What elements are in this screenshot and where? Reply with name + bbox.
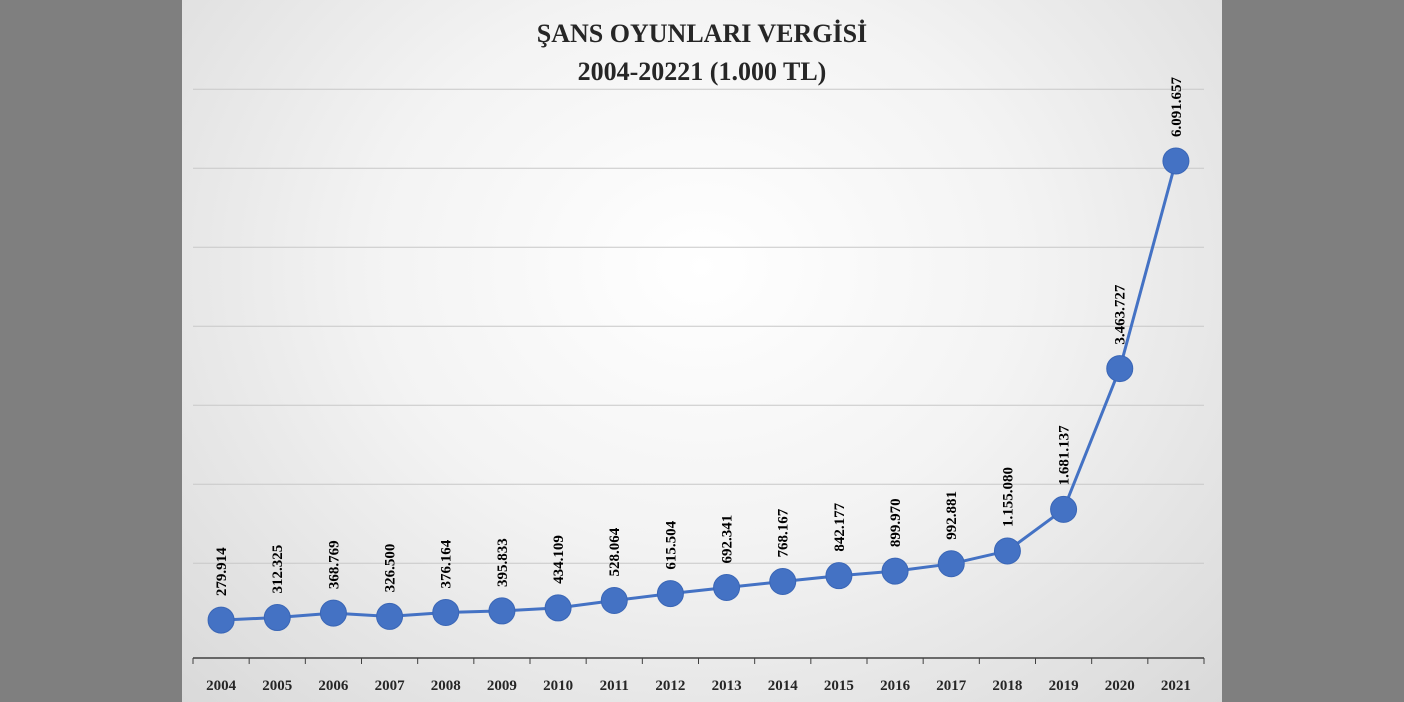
data-point [207, 606, 235, 634]
x-tick-label: 2014 [768, 678, 799, 694]
data-label: 376.164 [439, 539, 455, 588]
data-label: 615.504 [663, 520, 679, 569]
data-point [1106, 355, 1134, 383]
data-label: 395.833 [495, 538, 511, 587]
data-label: 434.109 [551, 535, 567, 584]
x-tick-label: 2007 [375, 678, 406, 694]
x-tick-label: 2010 [543, 678, 573, 694]
x-axis-ticks: 2004 2005 2006 2007 2008 2009 2010 2011 2012 2013… [192, 658, 1205, 694]
data-label: 1.681.137 [1057, 425, 1073, 486]
data-label: 842.177 [832, 502, 848, 551]
x-tick-label: 2006 [318, 678, 349, 694]
chart-panel: ŞANS OYUNLARI VERGİSİ 2004-20221 (1.000 … [182, 0, 1222, 702]
data-label: 899.970 [888, 498, 904, 547]
data-point [263, 604, 291, 632]
data-label: 6.091.657 [1169, 76, 1185, 137]
data-point [993, 537, 1021, 565]
data-point [488, 597, 516, 625]
x-tick-label: 2011 [600, 678, 629, 694]
x-tick-label: 2021 [1161, 678, 1191, 694]
data-label: 368.769 [326, 540, 342, 589]
data-point [432, 598, 460, 626]
data-point [376, 602, 404, 630]
data-label: 1.155.080 [1000, 467, 1016, 527]
data-label: 528.064 [607, 527, 623, 576]
x-tick-label: 2020 [1105, 678, 1135, 694]
x-tick-label: 2017 [936, 678, 967, 694]
data-label: 3.463.727 [1113, 284, 1129, 345]
data-point [713, 574, 741, 602]
data-point [881, 557, 909, 585]
data-point [1050, 495, 1078, 523]
data-labels: 279.914 312.325 368.769 326.500 376.164 395.8… [214, 76, 1185, 596]
x-tick-label: 2008 [431, 678, 461, 694]
x-tick-label: 2015 [824, 678, 854, 694]
x-tick-label: 2018 [992, 678, 1022, 694]
data-label: 279.914 [214, 547, 230, 596]
data-label: 992.881 [944, 491, 960, 540]
x-tick-label: 2013 [712, 678, 742, 694]
data-point [656, 580, 684, 608]
x-tick-label: 2004 [206, 678, 237, 694]
x-tick-label: 2009 [487, 678, 517, 694]
chart-subtitle: 2004-20221 (1.000 TL) [578, 57, 827, 86]
data-label: 312.325 [270, 545, 286, 594]
data-point [1162, 147, 1190, 175]
data-point [319, 599, 347, 627]
data-label: 326.500 [383, 544, 399, 593]
x-tick-label: 2016 [880, 678, 911, 694]
line-chart: ŞANS OYUNLARI VERGİSİ 2004-20221 (1.000 … [192, 19, 1205, 694]
x-tick-label: 2019 [1049, 678, 1079, 694]
series-markers [207, 147, 1190, 634]
data-point [825, 562, 853, 590]
data-point [937, 550, 965, 578]
data-label: 692.341 [720, 515, 736, 564]
data-label: 768.167 [776, 508, 792, 557]
chart-title: ŞANS OYUNLARI VERGİSİ [537, 19, 867, 48]
gridlines [193, 88, 1204, 564]
data-point [544, 594, 572, 622]
data-point [600, 586, 628, 614]
series-line [221, 160, 1178, 622]
x-tick-label: 2005 [262, 678, 292, 694]
data-point [769, 568, 797, 596]
x-tick-label: 2012 [655, 678, 685, 694]
